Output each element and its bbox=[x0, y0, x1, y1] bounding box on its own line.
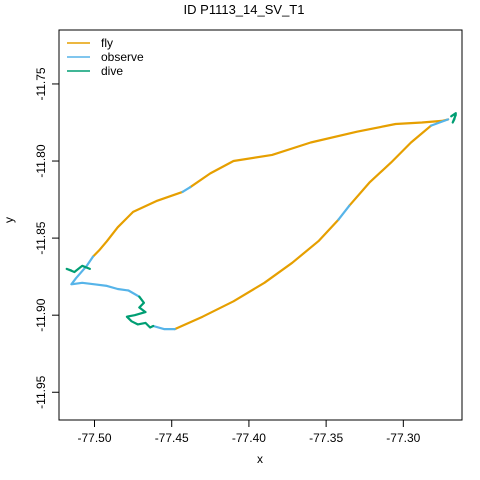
x-axis-label: x bbox=[257, 452, 263, 466]
y-tick-label: -11.80 bbox=[34, 144, 48, 177]
series-dive bbox=[65, 112, 457, 329]
series-fly-segment bbox=[348, 124, 433, 207]
series-observe-segment bbox=[70, 255, 141, 298]
x-axis: -77.50 -77.45 -77.40 -77.35 -77.30 bbox=[77, 419, 421, 445]
x-tick-label: -77.40 bbox=[232, 431, 266, 445]
legend-label-observe: observe bbox=[101, 50, 144, 64]
y-tick-label: -11.75 bbox=[34, 67, 48, 100]
y-tick-label: -11.85 bbox=[34, 221, 48, 254]
y-tick-label: -11.90 bbox=[34, 298, 48, 331]
series-layer bbox=[65, 112, 457, 331]
series-observe-segment bbox=[181, 186, 192, 193]
series-dive-segment bbox=[125, 295, 155, 329]
series-fly-segment bbox=[189, 118, 450, 189]
series-observe-segment bbox=[337, 204, 351, 221]
legend-label-fly: fly bbox=[101, 36, 113, 50]
series-observe-segment bbox=[430, 118, 450, 127]
x-tick-label: -77.30 bbox=[386, 431, 420, 445]
y-axis: -11.75 -11.80 -11.85 -11.90 -11.95 bbox=[34, 67, 60, 409]
x-tick-label: -77.35 bbox=[309, 431, 343, 445]
series-fly-segment bbox=[91, 190, 184, 258]
y-tick-label: -11.95 bbox=[34, 375, 48, 408]
chart-title: ID P1113_14_SV_T1 bbox=[184, 2, 305, 17]
series-observe bbox=[70, 118, 450, 331]
x-tick-label: -77.45 bbox=[155, 431, 189, 445]
series-fly bbox=[91, 118, 450, 331]
y-axis-label: y bbox=[2, 217, 16, 223]
series-observe-segment bbox=[152, 324, 176, 331]
x-tick-label: -77.50 bbox=[77, 431, 111, 445]
series-dive-segment bbox=[450, 112, 457, 124]
legend-label-dive: dive bbox=[101, 64, 123, 78]
series-dive-segment bbox=[65, 264, 92, 274]
series-fly-segment bbox=[173, 218, 340, 331]
